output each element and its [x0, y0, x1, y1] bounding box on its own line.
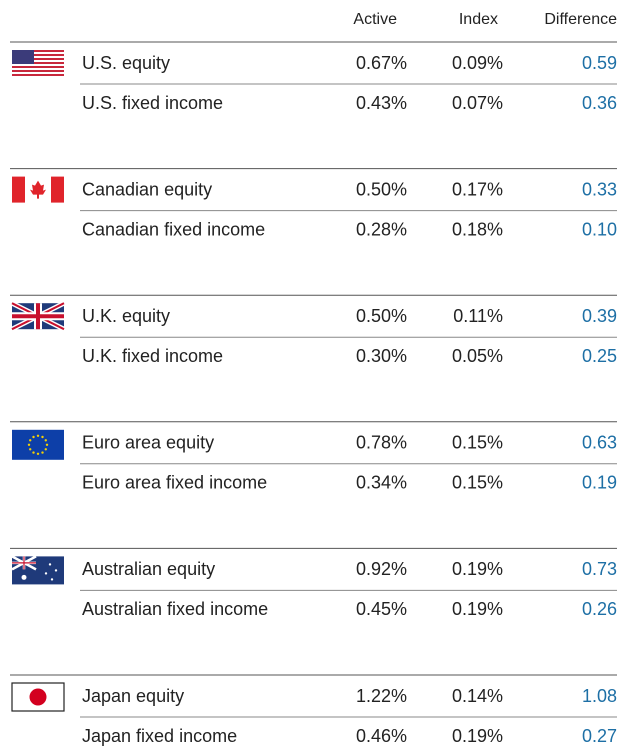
active-value: 0.34%: [356, 473, 407, 493]
active-value: 0.46%: [356, 726, 407, 746]
star: [44, 439, 47, 442]
field: [12, 429, 64, 460]
stripe: [12, 56, 64, 58]
active-value: 0.45%: [356, 599, 407, 619]
row-label: Japan fixed income: [82, 726, 237, 746]
active-value: 0.92%: [356, 559, 407, 579]
star: [32, 451, 35, 454]
stripe: [12, 54, 64, 56]
flag: [12, 176, 64, 203]
active-value: 0.30%: [356, 346, 407, 366]
star: [44, 572, 48, 575]
index-value: 0.19%: [452, 599, 503, 619]
stripe: [12, 74, 64, 76]
disc: [29, 688, 47, 706]
active-value: 0.28%: [356, 219, 407, 239]
active-value: 1.22%: [356, 686, 407, 706]
stripe: [12, 52, 64, 54]
stripe: [12, 68, 64, 70]
star: [21, 574, 27, 580]
canton: [12, 50, 34, 64]
index-value: 0.11%: [453, 306, 503, 326]
row-label: Canadian equity: [82, 179, 212, 199]
index-value: 0.19%: [452, 559, 503, 579]
active-value: 0.43%: [356, 93, 407, 113]
star: [45, 443, 49, 446]
row-label: U.K. equity: [82, 306, 170, 326]
index-value: 0.15%: [452, 433, 503, 453]
band: [51, 176, 64, 203]
difference-value: 0.63: [582, 433, 617, 453]
row-label: Canadian fixed income: [82, 219, 265, 239]
difference-value: 0.27: [582, 726, 617, 746]
difference-value: 0.39: [582, 306, 617, 326]
index-value: 0.18%: [452, 219, 503, 239]
difference-value: 0.25: [582, 346, 617, 366]
stripe: [12, 60, 64, 62]
index-value: 0.14%: [452, 686, 503, 706]
row-label: Australian equity: [82, 559, 215, 579]
index-value: 0.09%: [452, 53, 503, 73]
index-value: 0.05%: [452, 346, 503, 366]
column-header: Active: [353, 11, 397, 28]
difference-value: 0.19: [582, 473, 617, 493]
stripe: [12, 70, 64, 72]
flag: [12, 429, 64, 460]
star: [44, 448, 47, 451]
flag: [12, 50, 64, 76]
star: [29, 439, 32, 442]
column-header: Difference: [544, 11, 617, 28]
flag: [11, 682, 65, 712]
active-value: 0.78%: [356, 433, 407, 453]
star: [32, 435, 35, 439]
active-value: 0.50%: [356, 306, 407, 326]
row-label: Euro area equity: [82, 433, 214, 453]
difference-value: 0.33: [582, 179, 617, 199]
row-label: U.S. fixed income: [82, 93, 223, 113]
star: [48, 563, 52, 566]
row-label: Euro area fixed income: [82, 473, 267, 493]
difference-value: 1.08: [582, 686, 617, 706]
band: [12, 176, 25, 203]
star: [41, 435, 44, 439]
index-value: 0.15%: [452, 473, 503, 493]
star: [36, 434, 40, 437]
row-label: Japan equity: [82, 686, 184, 706]
star: [29, 448, 32, 451]
active-value: 0.50%: [356, 179, 407, 199]
star: [54, 569, 58, 572]
star: [50, 578, 54, 581]
active-value: 0.67%: [356, 53, 407, 73]
difference-value: 0.73: [582, 559, 617, 579]
stripe: [12, 58, 64, 60]
leaf: [30, 180, 46, 199]
stripe: [12, 66, 64, 68]
row-label: U.K. fixed income: [82, 346, 223, 366]
index-value: 0.19%: [452, 726, 503, 746]
stripe: [12, 72, 64, 74]
canton-red: [12, 556, 36, 570]
cross-red: [12, 303, 64, 330]
flag: [10, 300, 66, 332]
star: [27, 443, 31, 446]
stripe: [12, 62, 64, 64]
index-value: 0.17%: [452, 179, 503, 199]
row-label: U.S. equity: [82, 53, 170, 73]
star: [41, 451, 44, 454]
flag: [11, 555, 64, 585]
difference-value: 0.59: [582, 53, 617, 73]
stripe: [12, 50, 64, 52]
column-header: Index: [459, 11, 498, 28]
difference-value: 0.36: [582, 93, 617, 113]
difference-value: 0.10: [582, 219, 617, 239]
index-value: 0.07%: [452, 93, 503, 113]
stripe: [12, 64, 64, 66]
difference-value: 0.26: [582, 599, 617, 619]
star: [36, 452, 40, 455]
row-label: Australian fixed income: [82, 599, 268, 619]
